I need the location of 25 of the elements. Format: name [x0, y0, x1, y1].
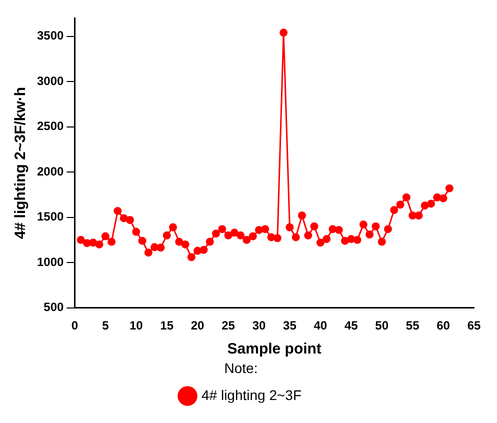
y-tick-label: 1500: [36, 210, 64, 224]
x-tick-label: 35: [283, 318, 297, 332]
y-tick-label: 1000: [36, 254, 64, 269]
x-tick-label: 15: [160, 318, 174, 332]
legend-label: 4# lighting 2~3F: [201, 386, 302, 403]
y-tick-label: 500: [44, 300, 64, 314]
x-tick-label: 45: [344, 318, 358, 332]
x-tick-label: 25: [222, 318, 236, 332]
x-tick-label: 5: [102, 318, 110, 332]
y-tick-label: 2000: [36, 164, 64, 178]
x-axis-title: Sample point: [227, 340, 322, 358]
legend-title: Note:: [224, 360, 258, 376]
x-tick-label: 60: [436, 318, 450, 332]
y-tick-label: 2500: [36, 119, 64, 134]
y-tick-label: 3000: [36, 74, 64, 88]
x-tick-label: 0: [71, 318, 78, 332]
x-tick-label: 55: [406, 318, 420, 332]
x-tick-label: 50: [375, 318, 389, 332]
x-tick-label: 10: [129, 318, 144, 332]
y-axis-title: 4# lighting 2~3F/kw·h: [12, 86, 30, 240]
y-tick-label: 3500: [36, 28, 64, 43]
x-tick-label: 40: [314, 318, 328, 332]
x-tick-label: 20: [190, 318, 205, 332]
x-tick-label: 30: [252, 318, 266, 332]
x-tick-label: 65: [467, 318, 481, 332]
